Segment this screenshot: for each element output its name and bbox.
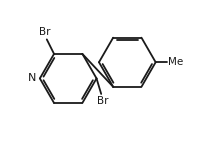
Text: N: N	[27, 73, 36, 83]
Text: Br: Br	[97, 96, 109, 106]
Text: Me: Me	[168, 57, 183, 67]
Text: Br: Br	[39, 27, 51, 37]
